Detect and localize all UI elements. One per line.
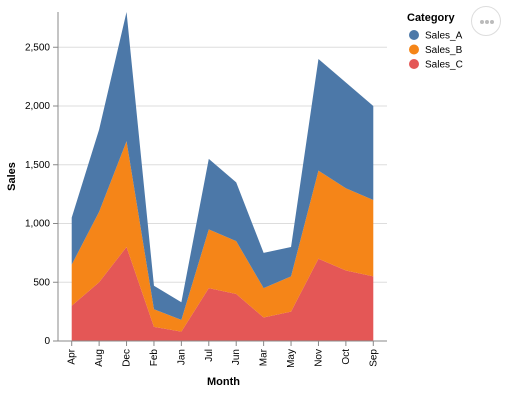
x-tick-label: Nov bbox=[313, 349, 324, 367]
y-tick-label: 1,500 bbox=[25, 160, 50, 171]
legend-symbol bbox=[409, 59, 419, 69]
more-dot-icon bbox=[485, 20, 489, 24]
y-axis-title: Sales bbox=[6, 162, 18, 191]
chart-actions-button[interactable] bbox=[471, 6, 501, 36]
legend-label: Sales_A bbox=[425, 31, 463, 42]
y-tick-label: 1,000 bbox=[25, 219, 50, 230]
x-tick-label: Feb bbox=[149, 349, 160, 367]
x-tick-label: May bbox=[286, 349, 297, 368]
y-tick-label: 500 bbox=[33, 277, 50, 288]
x-tick-label: Dec bbox=[122, 349, 133, 367]
legend-symbol bbox=[409, 44, 419, 55]
area-sales-c bbox=[71, 247, 374, 341]
legend-label: Sales_C bbox=[425, 60, 463, 71]
x-tick-label: Aug bbox=[94, 349, 105, 367]
area-sales-b bbox=[71, 141, 374, 332]
x-tick-label: Sep bbox=[368, 349, 379, 367]
x-tick-label: Jan bbox=[176, 349, 187, 365]
x-tick-label: Mar bbox=[259, 348, 270, 366]
area-sales-a bbox=[71, 12, 374, 320]
y-tick-label: 0 bbox=[44, 336, 50, 347]
x-tick-label: Oct bbox=[341, 349, 352, 365]
y-tick-label: 2,000 bbox=[25, 101, 50, 112]
y-tick-label: 2,500 bbox=[25, 42, 50, 53]
legend-symbol bbox=[409, 30, 419, 40]
x-tick-label: Jun bbox=[231, 349, 242, 365]
more-dot-icon bbox=[480, 20, 484, 24]
more-dot-icon bbox=[490, 20, 494, 24]
legend-label: Sales_B bbox=[425, 45, 463, 56]
legend-title: Category bbox=[407, 12, 456, 24]
x-tick-label: Apr bbox=[67, 348, 78, 364]
x-axis-title: Month bbox=[207, 376, 240, 388]
x-tick-label: Jul bbox=[204, 349, 215, 362]
